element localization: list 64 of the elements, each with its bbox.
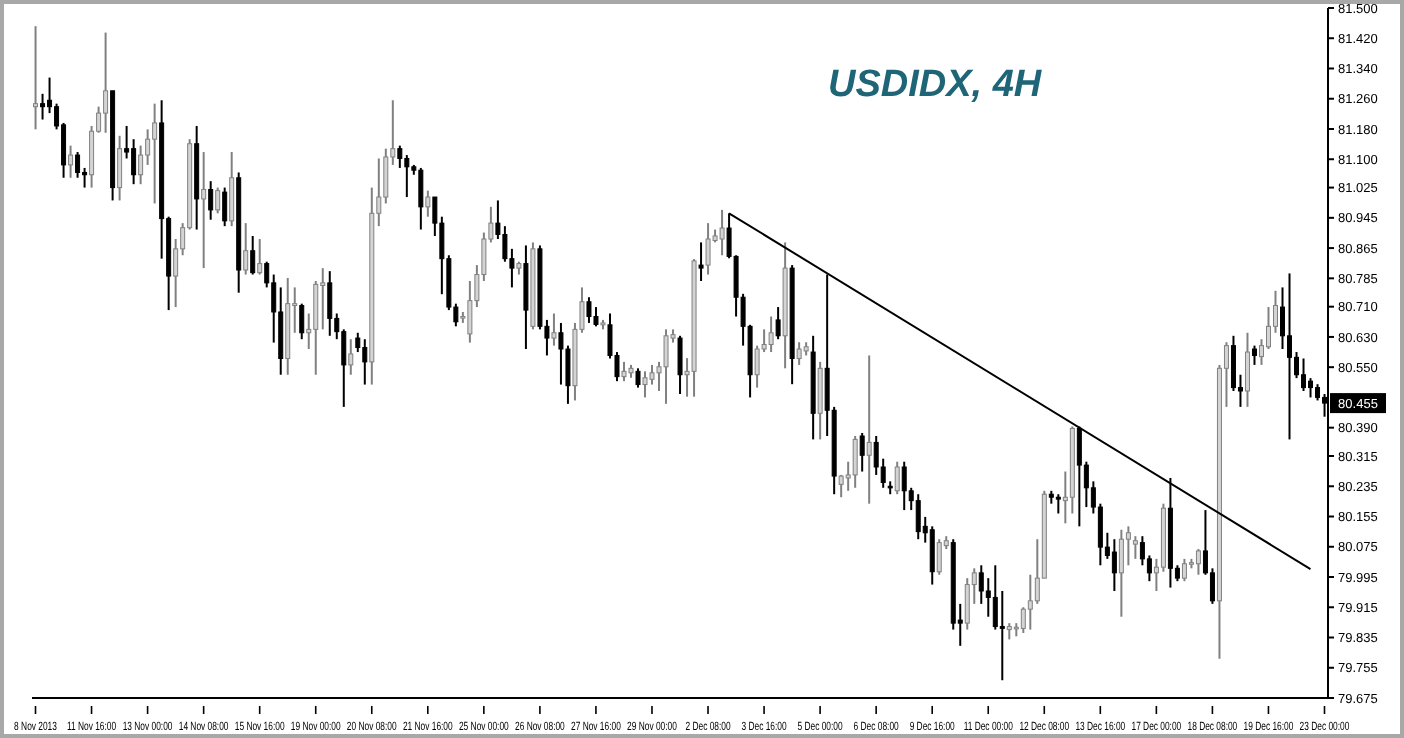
candlestick bbox=[40, 92, 46, 121]
candlestick bbox=[1251, 344, 1257, 366]
candlestick bbox=[75, 151, 81, 179]
candlestick bbox=[250, 234, 256, 276]
candlestick bbox=[642, 370, 648, 399]
candlestick bbox=[586, 296, 592, 324]
candlestick bbox=[768, 315, 774, 354]
candlestick bbox=[1055, 493, 1061, 515]
candlestick bbox=[817, 360, 823, 441]
candlestick bbox=[1118, 528, 1124, 618]
candlestick bbox=[208, 180, 214, 221]
candlestick bbox=[362, 338, 368, 386]
candlestick bbox=[1280, 286, 1285, 351]
candlestick bbox=[327, 270, 333, 337]
candlestick bbox=[348, 338, 354, 376]
candlestick bbox=[33, 25, 39, 131]
candlestick bbox=[551, 312, 557, 347]
candlestick bbox=[635, 367, 641, 389]
candlestick bbox=[1244, 331, 1250, 408]
candlestick bbox=[1308, 377, 1314, 399]
candlestick bbox=[103, 31, 109, 134]
candlestick bbox=[1181, 557, 1187, 583]
candlestick bbox=[418, 166, 424, 231]
candlestick bbox=[852, 434, 858, 489]
candlestick bbox=[1287, 272, 1293, 441]
candlestick bbox=[397, 144, 403, 169]
candlestick bbox=[1132, 535, 1138, 560]
candlestick bbox=[117, 134, 123, 202]
candlestick bbox=[915, 493, 921, 541]
candlestick bbox=[229, 151, 235, 228]
candlestick bbox=[1076, 425, 1082, 528]
candlestick bbox=[663, 328, 669, 405]
candlestick bbox=[936, 538, 942, 576]
candlestick bbox=[1195, 548, 1201, 576]
candlestick bbox=[894, 460, 900, 496]
candlestick bbox=[215, 186, 221, 215]
candlestick bbox=[1111, 538, 1117, 592]
candlestick bbox=[523, 244, 529, 351]
candlestick bbox=[222, 186, 228, 228]
candlestick bbox=[313, 279, 319, 376]
candlestick bbox=[698, 241, 704, 282]
candlestick bbox=[621, 360, 627, 383]
candlestick bbox=[999, 590, 1005, 682]
candlestick bbox=[138, 144, 144, 186]
candlestick bbox=[404, 154, 410, 199]
text: USDIDX, 4H bbox=[828, 64, 1042, 108]
candlestick bbox=[719, 208, 725, 257]
candlestick bbox=[929, 525, 935, 586]
candlestick bbox=[677, 334, 683, 396]
candlestick bbox=[866, 354, 872, 505]
candlestick bbox=[859, 431, 865, 473]
candlestick bbox=[201, 151, 207, 270]
candlestick bbox=[425, 189, 431, 218]
candlestick bbox=[796, 341, 802, 366]
candlestick bbox=[901, 460, 907, 512]
candlestick bbox=[1301, 357, 1307, 392]
candlestick bbox=[299, 302, 305, 341]
candlestick bbox=[705, 222, 711, 276]
candlestick bbox=[243, 222, 249, 276]
candlestick bbox=[68, 144, 74, 179]
candlestick bbox=[257, 238, 263, 276]
candlestick bbox=[775, 306, 781, 341]
candlestick bbox=[152, 102, 158, 205]
candlestick bbox=[1125, 525, 1131, 567]
